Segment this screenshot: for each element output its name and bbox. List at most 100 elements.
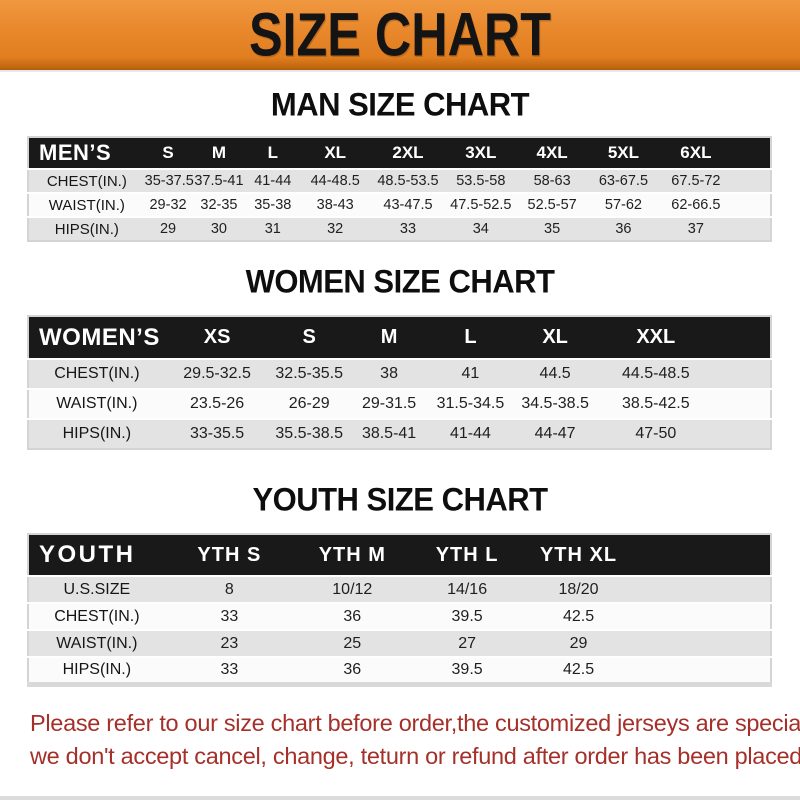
size-column-header: 6XL <box>659 137 733 169</box>
size-cell: 30 <box>191 216 247 241</box>
table-title: YOUTH <box>28 534 165 576</box>
size-cell: 38-43 <box>299 192 372 217</box>
size-cell: 18/20 <box>523 575 634 603</box>
size-cell: 38.5-42.5 <box>598 388 713 419</box>
filler-cell <box>713 316 771 359</box>
size-column-header: M <box>191 137 247 169</box>
size-cell: 52.5-57 <box>516 192 588 217</box>
size-cell: 42.5 <box>523 602 634 630</box>
filler-cell <box>633 629 771 657</box>
table-header-row: MEN’S S M L XL 2XL 3XL 4XL 5XL 6XL <box>28 137 771 169</box>
size-column-header: S <box>144 137 192 169</box>
filler-cell <box>633 575 771 603</box>
size-cell: 34.5-38.5 <box>511 388 599 419</box>
size-cell: 35-37.5 <box>144 168 194 193</box>
filler-cell <box>633 534 771 576</box>
size-cell: 29.5-32.5 <box>164 358 270 389</box>
size-cell: 26-29 <box>269 388 349 419</box>
size-cell: 36 <box>587 216 660 241</box>
size-cell: 32-35 <box>191 192 247 217</box>
row-label: WAIST(IN.) <box>28 388 165 419</box>
table-row: WAIST(IN.) 23 25 27 29 <box>28 629 771 657</box>
size-cell: 48.5-53.5 <box>371 168 445 193</box>
size-cell: 39.5 <box>410 656 524 684</box>
size-cell: 32 <box>299 216 372 241</box>
size-cell: 31 <box>246 216 300 241</box>
size-cell: 10/12 <box>293 575 411 603</box>
table-header-row: YOUTH YTH S YTH M YTH L YTH XL <box>28 534 771 576</box>
table-row: U.S.SIZE 8 10/12 14/16 18/20 <box>28 575 771 603</box>
size-cell: 29 <box>144 216 192 241</box>
size-cell: 25 <box>293 629 411 657</box>
size-cell: 57-62 <box>587 192 660 217</box>
size-column-header: M <box>348 316 430 359</box>
size-cell: 63-67.5 <box>587 168 660 193</box>
row-label: HIPS(IN.) <box>28 656 165 684</box>
size-column-header: S <box>269 316 349 359</box>
size-cell: 35-38 <box>246 192 300 217</box>
filler-cell <box>633 656 771 684</box>
size-cell: 23.5-26 <box>164 388 270 419</box>
filler-cell <box>713 388 771 419</box>
size-column-header: 4XL <box>516 137 588 169</box>
row-label: CHEST(IN.) <box>28 168 145 193</box>
size-cell: 29-32 <box>144 192 192 217</box>
size-cell: 8 <box>164 575 294 603</box>
table-header-row: WOMEN’S XS S M L XL XXL <box>28 316 771 359</box>
size-column-header: YTH L <box>410 534 524 576</box>
size-cell: 32.5-35.5 <box>269 358 349 389</box>
size-cell: 44.5 <box>511 358 599 389</box>
size-column-header: 5XL <box>587 137 660 169</box>
size-column-header: 2XL <box>371 137 445 169</box>
size-cell: 44.5-48.5 <box>598 358 713 389</box>
size-cell: 41-44 <box>429 418 512 449</box>
size-column-header: XS <box>164 316 270 359</box>
size-cell: 33-35.5 <box>164 418 270 449</box>
table-title: MEN’S <box>28 137 145 169</box>
women-size-table: WOMEN’S XS S M L XL XXL CHEST(IN.) 29.5-32.5 32.5… <box>27 315 772 450</box>
size-column-header: YTH M <box>293 534 411 576</box>
table-row: WAIST(IN.) 23.5-26 26-29 29-31.5 31.5-34.5 34… <box>28 388 771 419</box>
filler-cell <box>732 192 771 217</box>
filler-cell <box>713 358 771 389</box>
size-column-header: L <box>246 137 300 169</box>
size-column-header: XL <box>511 316 599 359</box>
man-size-table: MEN’S S M L XL 2XL 3XL 4XL 5XL 6XL CHEST(IN.) 35-37… <box>27 136 772 242</box>
size-column-header: L <box>429 316 512 359</box>
man-size-chart-heading: MAN SIZE CHART <box>270 85 530 124</box>
size-cell: 31.5-34.5 <box>429 388 512 419</box>
filler-cell <box>732 216 771 241</box>
size-column-header: XL <box>299 137 372 169</box>
row-label: CHEST(IN.) <box>28 358 165 389</box>
size-cell: 38 <box>348 358 430 389</box>
filler-cell <box>732 168 771 193</box>
size-cell: 29 <box>523 629 634 657</box>
row-label: WAIST(IN.) <box>28 192 145 217</box>
youth-size-chart-heading: YOUTH SIZE CHART <box>252 480 548 519</box>
size-cell: 47.5-52.5 <box>444 192 517 217</box>
size-cell: 35.5-38.5 <box>269 418 349 449</box>
size-cell: 33 <box>164 656 294 684</box>
size-cell: 37 <box>659 216 733 241</box>
size-cell: 62-66.5 <box>659 192 733 217</box>
table-row: CHEST(IN.) 33 36 39.5 42.5 <box>28 602 771 630</box>
table-row: WAIST(IN.) 29-32 32-35 35-38 38-43 43-47.5 47.… <box>28 192 771 217</box>
size-column-header: XXL <box>598 316 713 359</box>
size-cell: 42.5 <box>523 656 634 684</box>
row-label: CHEST(IN.) <box>28 602 165 630</box>
size-cell: 34 <box>444 216 517 241</box>
size-cell: 43-47.5 <box>371 192 445 217</box>
row-label: U.S.SIZE <box>28 575 165 603</box>
table-row: HIPS(IN.) 33-35.5 35.5-38.5 38.5-41 41-44 44-… <box>28 418 771 449</box>
size-cell: 27 <box>410 629 524 657</box>
size-cell: 44-47 <box>511 418 599 449</box>
size-cell: 23 <box>164 629 294 657</box>
size-cell: 39.5 <box>410 602 524 630</box>
youth-size-table: YOUTH YTH S YTH M YTH L YTH XL U.S.SIZE 8 10/12… <box>27 533 772 687</box>
women-size-chart-heading: WOMEN SIZE CHART <box>245 262 555 301</box>
size-cell: 14/16 <box>410 575 524 603</box>
size-cell: 29-31.5 <box>348 388 430 419</box>
row-label: HIPS(IN.) <box>28 418 165 449</box>
table-title: WOMEN’S <box>28 316 165 359</box>
row-label: WAIST(IN.) <box>28 629 165 657</box>
